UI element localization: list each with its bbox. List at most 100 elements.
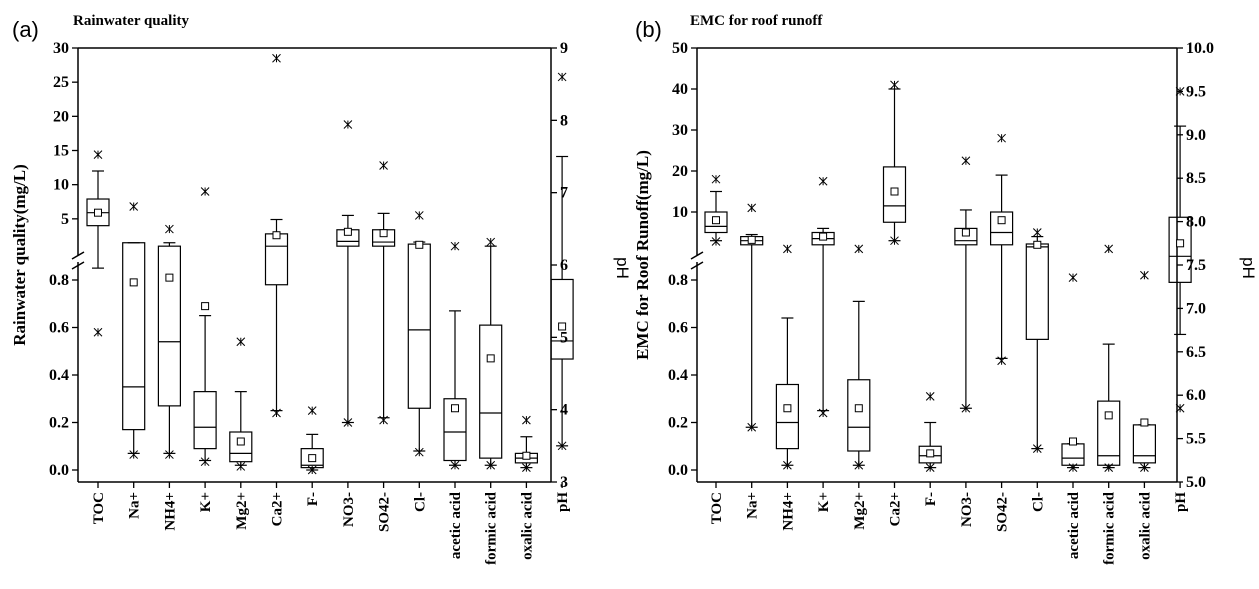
panel-b-letter: (b) <box>635 17 662 42</box>
box-iqr <box>407 243 431 409</box>
box-iqr <box>193 391 217 450</box>
box-iqr <box>122 242 146 431</box>
min-marker <box>1068 463 1078 472</box>
y2-tick-label: 5.5 <box>1186 431 1206 448</box>
x-tick-label: NH4+ <box>162 492 178 531</box>
y-tick-label: 0.6 <box>668 320 688 337</box>
y2-tick-label: 8.0 <box>1186 214 1206 231</box>
max-marker <box>997 133 1006 143</box>
y2-tick-label: 8.5 <box>1186 170 1206 187</box>
x-tick-label: Cl- <box>1030 492 1046 512</box>
mean-marker <box>236 437 245 446</box>
mean-marker <box>747 235 756 244</box>
x-tick-label: NO3- <box>341 492 357 527</box>
y-tick-label: 0.0 <box>668 462 688 479</box>
x-tick-label: Ca2+ <box>270 492 286 526</box>
box-oxalic-acid <box>1132 270 1157 472</box>
panel-a-y2-axis-label: pH <box>613 257 632 279</box>
mean-marker <box>201 302 210 311</box>
panel-a-title: Rainwater quality <box>73 13 189 29</box>
mean-marker <box>819 232 828 241</box>
y-tick-label: 25 <box>53 74 69 91</box>
x-tick-label: oxalic acid <box>519 491 535 560</box>
y-tick-label: 20 <box>53 108 69 125</box>
min-marker <box>129 450 139 459</box>
axis-break-mark <box>71 251 85 260</box>
axis-break-mark <box>690 251 704 260</box>
max-marker <box>890 80 899 90</box>
y-tick-label: 30 <box>672 122 688 139</box>
y2-tick-label: 6 <box>560 257 568 274</box>
box-formic-acid <box>1097 244 1121 472</box>
min-marker <box>783 460 792 470</box>
box-na <box>740 203 764 432</box>
box-so42 <box>989 133 1014 366</box>
y2-tick-label: 5.0 <box>1186 474 1206 491</box>
min-marker <box>93 327 103 337</box>
panel-b-title: EMC for roof runoff <box>690 13 823 29</box>
max-marker <box>379 161 388 170</box>
x-tick-label: SO42- <box>995 492 1011 532</box>
mean-marker <box>1069 437 1077 446</box>
mean-marker <box>272 231 281 240</box>
max-marker <box>711 174 721 184</box>
min-marker <box>200 457 210 467</box>
mean-marker <box>343 227 352 236</box>
min-marker <box>854 460 864 470</box>
mean-marker <box>890 187 899 196</box>
x-tick-label: formic acid <box>1102 491 1118 565</box>
y-tick-label: 0.4 <box>49 367 69 384</box>
min-marker <box>522 463 531 472</box>
y2-tick-label: 4 <box>560 402 568 419</box>
y-tick-label: 50 <box>672 40 688 57</box>
min-marker <box>236 462 246 471</box>
mean-marker <box>1033 240 1042 249</box>
box-no3 <box>336 120 360 427</box>
box-iqr <box>1168 216 1192 283</box>
y2-tick-label: 10.0 <box>1186 40 1214 57</box>
box-nh4 <box>157 224 181 459</box>
box-ca2 <box>264 53 289 418</box>
mean-marker <box>379 229 388 238</box>
box-na <box>122 202 146 459</box>
y2-tick-label: 7.0 <box>1186 300 1206 317</box>
y2-tick-label: 5 <box>560 329 568 346</box>
min-marker <box>925 463 935 472</box>
min-marker <box>961 403 971 413</box>
mean-marker <box>1176 239 1185 248</box>
max-marker <box>307 406 317 415</box>
min-marker <box>1104 463 1114 472</box>
box-iqr <box>1132 424 1157 464</box>
max-marker <box>1104 244 1114 254</box>
min-marker <box>711 237 721 246</box>
box-ca2 <box>882 80 907 246</box>
min-marker <box>1140 463 1149 472</box>
x-tick-label: pH <box>1173 492 1189 512</box>
box-iqr <box>229 431 253 463</box>
panel-a-y-axis-label: Rainwater quality(mg/L) <box>10 164 29 346</box>
x-tick-label: F- <box>923 492 939 506</box>
box-f <box>918 392 942 472</box>
max-marker <box>272 53 281 63</box>
min-marker <box>1175 403 1185 413</box>
box-iqr <box>443 398 467 462</box>
mean-marker <box>783 404 792 413</box>
min-marker <box>997 356 1006 366</box>
box-iqr <box>954 227 978 246</box>
mean-marker <box>451 404 459 413</box>
box-k <box>811 176 835 418</box>
box-acetic-acid <box>1061 273 1085 472</box>
y2-tick-label: 6.5 <box>1186 344 1206 361</box>
max-marker <box>1175 87 1185 96</box>
max-marker <box>129 202 139 211</box>
min-marker <box>272 408 281 418</box>
box-nh4 <box>775 244 800 470</box>
min-marker <box>486 460 496 470</box>
box-iqr <box>847 379 871 452</box>
max-marker <box>1068 273 1078 282</box>
x-tick-label: pH <box>555 492 571 512</box>
panel-a-letter: (a) <box>12 17 39 42</box>
mean-marker <box>486 354 495 363</box>
box-iqr <box>1061 443 1085 466</box>
y2-tick-label: 8 <box>560 112 568 129</box>
